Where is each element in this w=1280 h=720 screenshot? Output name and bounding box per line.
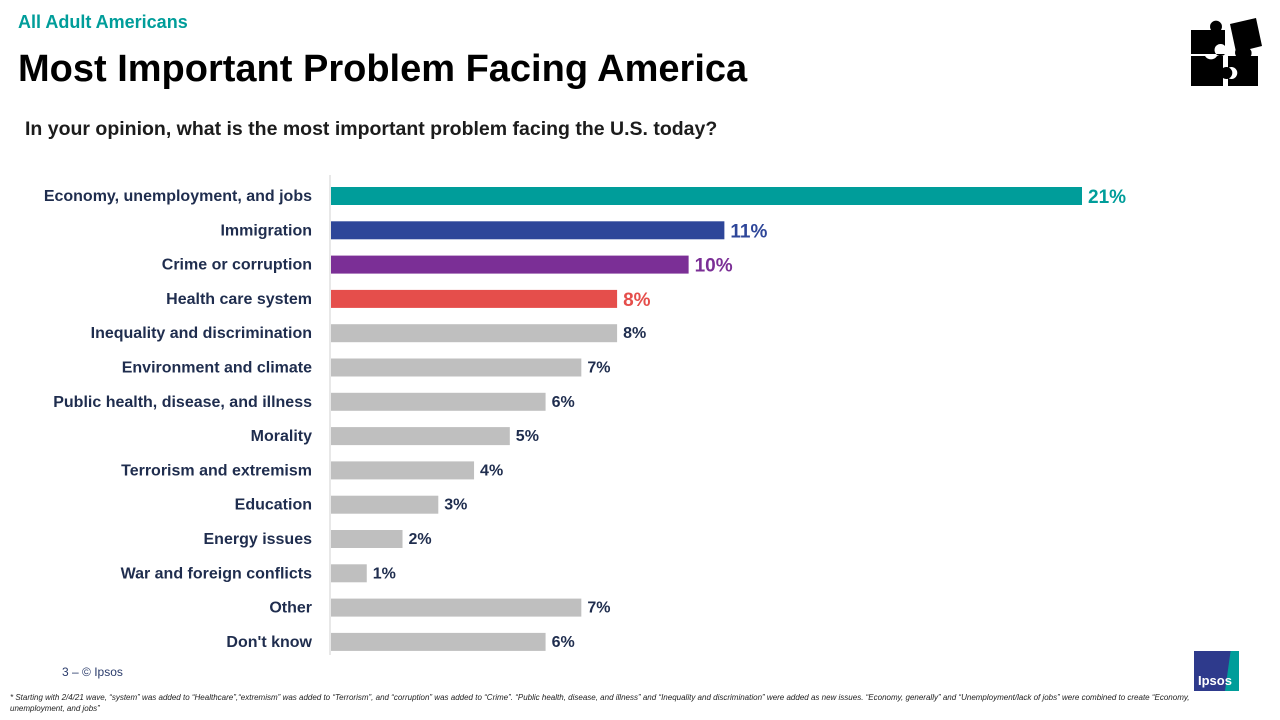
data-label: 5%	[516, 428, 539, 445]
data-label: 8%	[623, 325, 646, 342]
data-label: 2%	[409, 531, 432, 548]
category-label: Health care system	[166, 291, 312, 308]
bar	[331, 495, 439, 514]
page-title: Most Important Problem Facing America	[18, 48, 748, 90]
bar	[331, 289, 618, 308]
category-label: Other	[269, 600, 312, 617]
data-label: 6%	[552, 634, 575, 651]
ipsos-logo: Ipsos	[1194, 651, 1239, 691]
data-label: 8%	[623, 290, 651, 311]
category-label: Public health, disease, and illness	[53, 394, 312, 411]
category-label: Energy issues	[204, 531, 313, 548]
bar	[331, 255, 689, 274]
category-label: Inequality and discrimination	[91, 325, 312, 342]
category-label: Morality	[251, 428, 312, 445]
category-label: Terrorism and extremism	[121, 462, 312, 479]
bar	[331, 598, 582, 617]
data-label: 11%	[730, 221, 767, 242]
bar	[331, 358, 582, 377]
bar	[331, 187, 1082, 205]
page-number: 3 – © Ipsos	[62, 665, 123, 679]
category-label: Environment and climate	[122, 360, 312, 377]
category-label: Economy, unemployment, and jobs	[44, 188, 312, 205]
data-label: 6%	[552, 394, 575, 411]
bar	[331, 392, 546, 411]
bar	[331, 324, 618, 343]
bar	[331, 530, 403, 548]
bar	[331, 632, 546, 651]
bar-chart: Economy, unemployment, and jobs 21% Immigr…	[44, 175, 1126, 655]
data-label: 7%	[587, 600, 610, 617]
data-label: 4%	[480, 462, 503, 479]
category-label: War and foreign conflicts	[121, 565, 313, 582]
data-label: 3%	[444, 497, 467, 514]
data-label: 10%	[695, 256, 733, 277]
bar	[331, 564, 367, 583]
survey-question: In your opinion, what is the most import…	[25, 118, 718, 140]
audience-label: All Adult Americans	[18, 12, 188, 32]
data-label: 7%	[587, 360, 610, 377]
data-label: 21%	[1088, 187, 1126, 208]
puzzle-icon	[1191, 18, 1262, 86]
category-label: Immigration	[220, 222, 312, 239]
bar	[331, 221, 725, 240]
category-label: Don't know	[226, 634, 312, 651]
data-label: 1%	[373, 565, 396, 582]
category-label: Crime or corruption	[162, 257, 312, 274]
footnote: * Starting with 2/4/21 wave, “system” wa…	[10, 693, 1190, 713]
category-label: Education	[235, 497, 312, 514]
bar	[331, 427, 510, 446]
bar	[331, 461, 475, 480]
logo-text: Ipsos	[1198, 673, 1232, 688]
